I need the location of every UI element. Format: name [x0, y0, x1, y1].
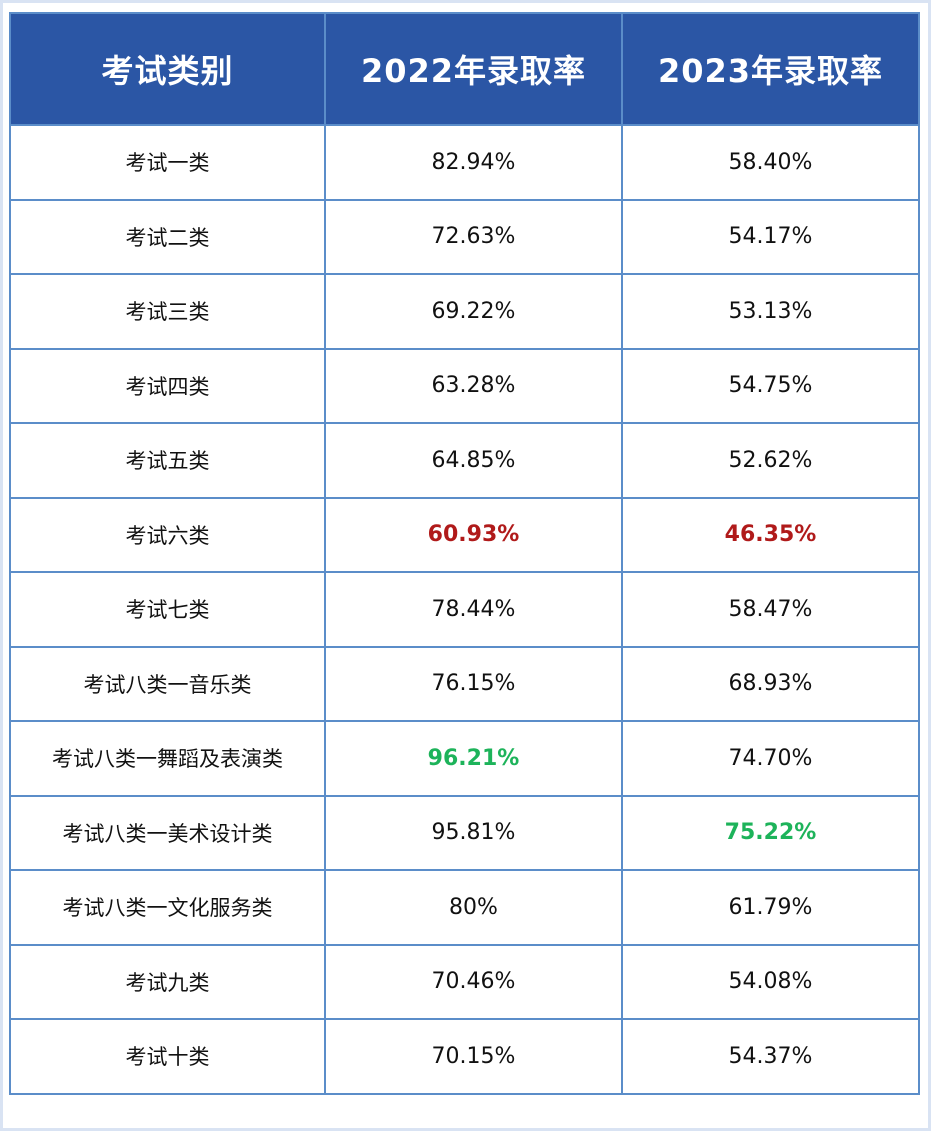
rate-2023-cell: 52.62% — [621, 422, 920, 499]
category-cell: 考试二类 — [9, 198, 326, 275]
header-rate-2023: 2023年录取率 — [621, 12, 920, 126]
rate-2022-cell: 69.22% — [324, 273, 623, 350]
rate-2022-cell: 82.94% — [324, 124, 623, 201]
rate-2022-cell: 63.28% — [324, 347, 623, 424]
table-row: 考试一类 82.94% 58.40% — [9, 124, 920, 201]
category-cell: 考试四类 — [9, 347, 326, 424]
rate-2023-cell: 68.93% — [621, 645, 920, 722]
category-cell: 考试九类 — [9, 943, 326, 1020]
category-cell: 考试三类 — [9, 273, 326, 350]
rate-2022-cell: 95.81% — [324, 794, 623, 871]
rate-2023-cell: 61.79% — [621, 869, 920, 946]
admission-rate-table: 考试类别 2022年录取率 2023年录取率 考试一类 82.94% 58.40… — [9, 12, 920, 1095]
category-cell: 考试八类一音乐类 — [9, 645, 326, 722]
category-cell: 考试七类 — [9, 571, 326, 648]
table-row: 考试八类一美术设计类 95.81% 75.22% — [9, 794, 920, 871]
rate-2022-cell: 78.44% — [324, 571, 623, 648]
rate-2022-cell-lowest: 60.93% — [324, 496, 623, 573]
rate-2022-cell: 80% — [324, 869, 623, 946]
table-row: 考试八类一舞蹈及表演类 96.21% 74.70% — [9, 720, 920, 797]
rate-2023-cell: 58.40% — [621, 124, 920, 201]
table-row: 考试九类 70.46% 54.08% — [9, 943, 920, 1020]
rate-2023-cell: 58.47% — [621, 571, 920, 648]
table-row: 考试六类 60.93% 46.35% — [9, 496, 920, 573]
rate-2022-cell: 64.85% — [324, 422, 623, 499]
category-cell: 考试八类一文化服务类 — [9, 869, 326, 946]
category-cell: 考试十类 — [9, 1018, 326, 1095]
category-cell: 考试六类 — [9, 496, 326, 573]
rate-2023-cell: 54.17% — [621, 198, 920, 275]
table-row: 考试三类 69.22% 53.13% — [9, 273, 920, 350]
rate-2022-cell: 70.15% — [324, 1018, 623, 1095]
rate-2022-cell: 76.15% — [324, 645, 623, 722]
rate-2022-cell-highest: 96.21% — [324, 720, 623, 797]
table-row: 考试二类 72.63% 54.17% — [9, 198, 920, 275]
category-cell: 考试五类 — [9, 422, 326, 499]
rate-2022-cell: 72.63% — [324, 198, 623, 275]
table-row: 考试七类 78.44% 58.47% — [9, 571, 920, 648]
header-rate-2022: 2022年录取率 — [324, 12, 623, 126]
rate-2023-cell: 54.75% — [621, 347, 920, 424]
header-category: 考试类别 — [9, 12, 326, 126]
category-cell: 考试八类一舞蹈及表演类 — [9, 720, 326, 797]
rate-2023-cell-highest: 75.22% — [621, 794, 920, 871]
category-cell: 考试一类 — [9, 124, 326, 201]
category-cell: 考试八类一美术设计类 — [9, 794, 326, 871]
rate-2023-cell-lowest: 46.35% — [621, 496, 920, 573]
table-row: 考试四类 63.28% 54.75% — [9, 347, 920, 424]
table-row: 考试八类一文化服务类 80% 61.79% — [9, 869, 920, 946]
header-row: 考试类别 2022年录取率 2023年录取率 — [9, 12, 920, 126]
rate-2023-cell: 74.70% — [621, 720, 920, 797]
rate-2023-cell: 53.13% — [621, 273, 920, 350]
rate-2023-cell: 54.37% — [621, 1018, 920, 1095]
table-row: 考试八类一音乐类 76.15% 68.93% — [9, 645, 920, 722]
rate-2023-cell: 54.08% — [621, 943, 920, 1020]
table-row: 考试五类 64.85% 52.62% — [9, 422, 920, 499]
table-row: 考试十类 70.15% 54.37% — [9, 1018, 920, 1095]
rate-2022-cell: 70.46% — [324, 943, 623, 1020]
